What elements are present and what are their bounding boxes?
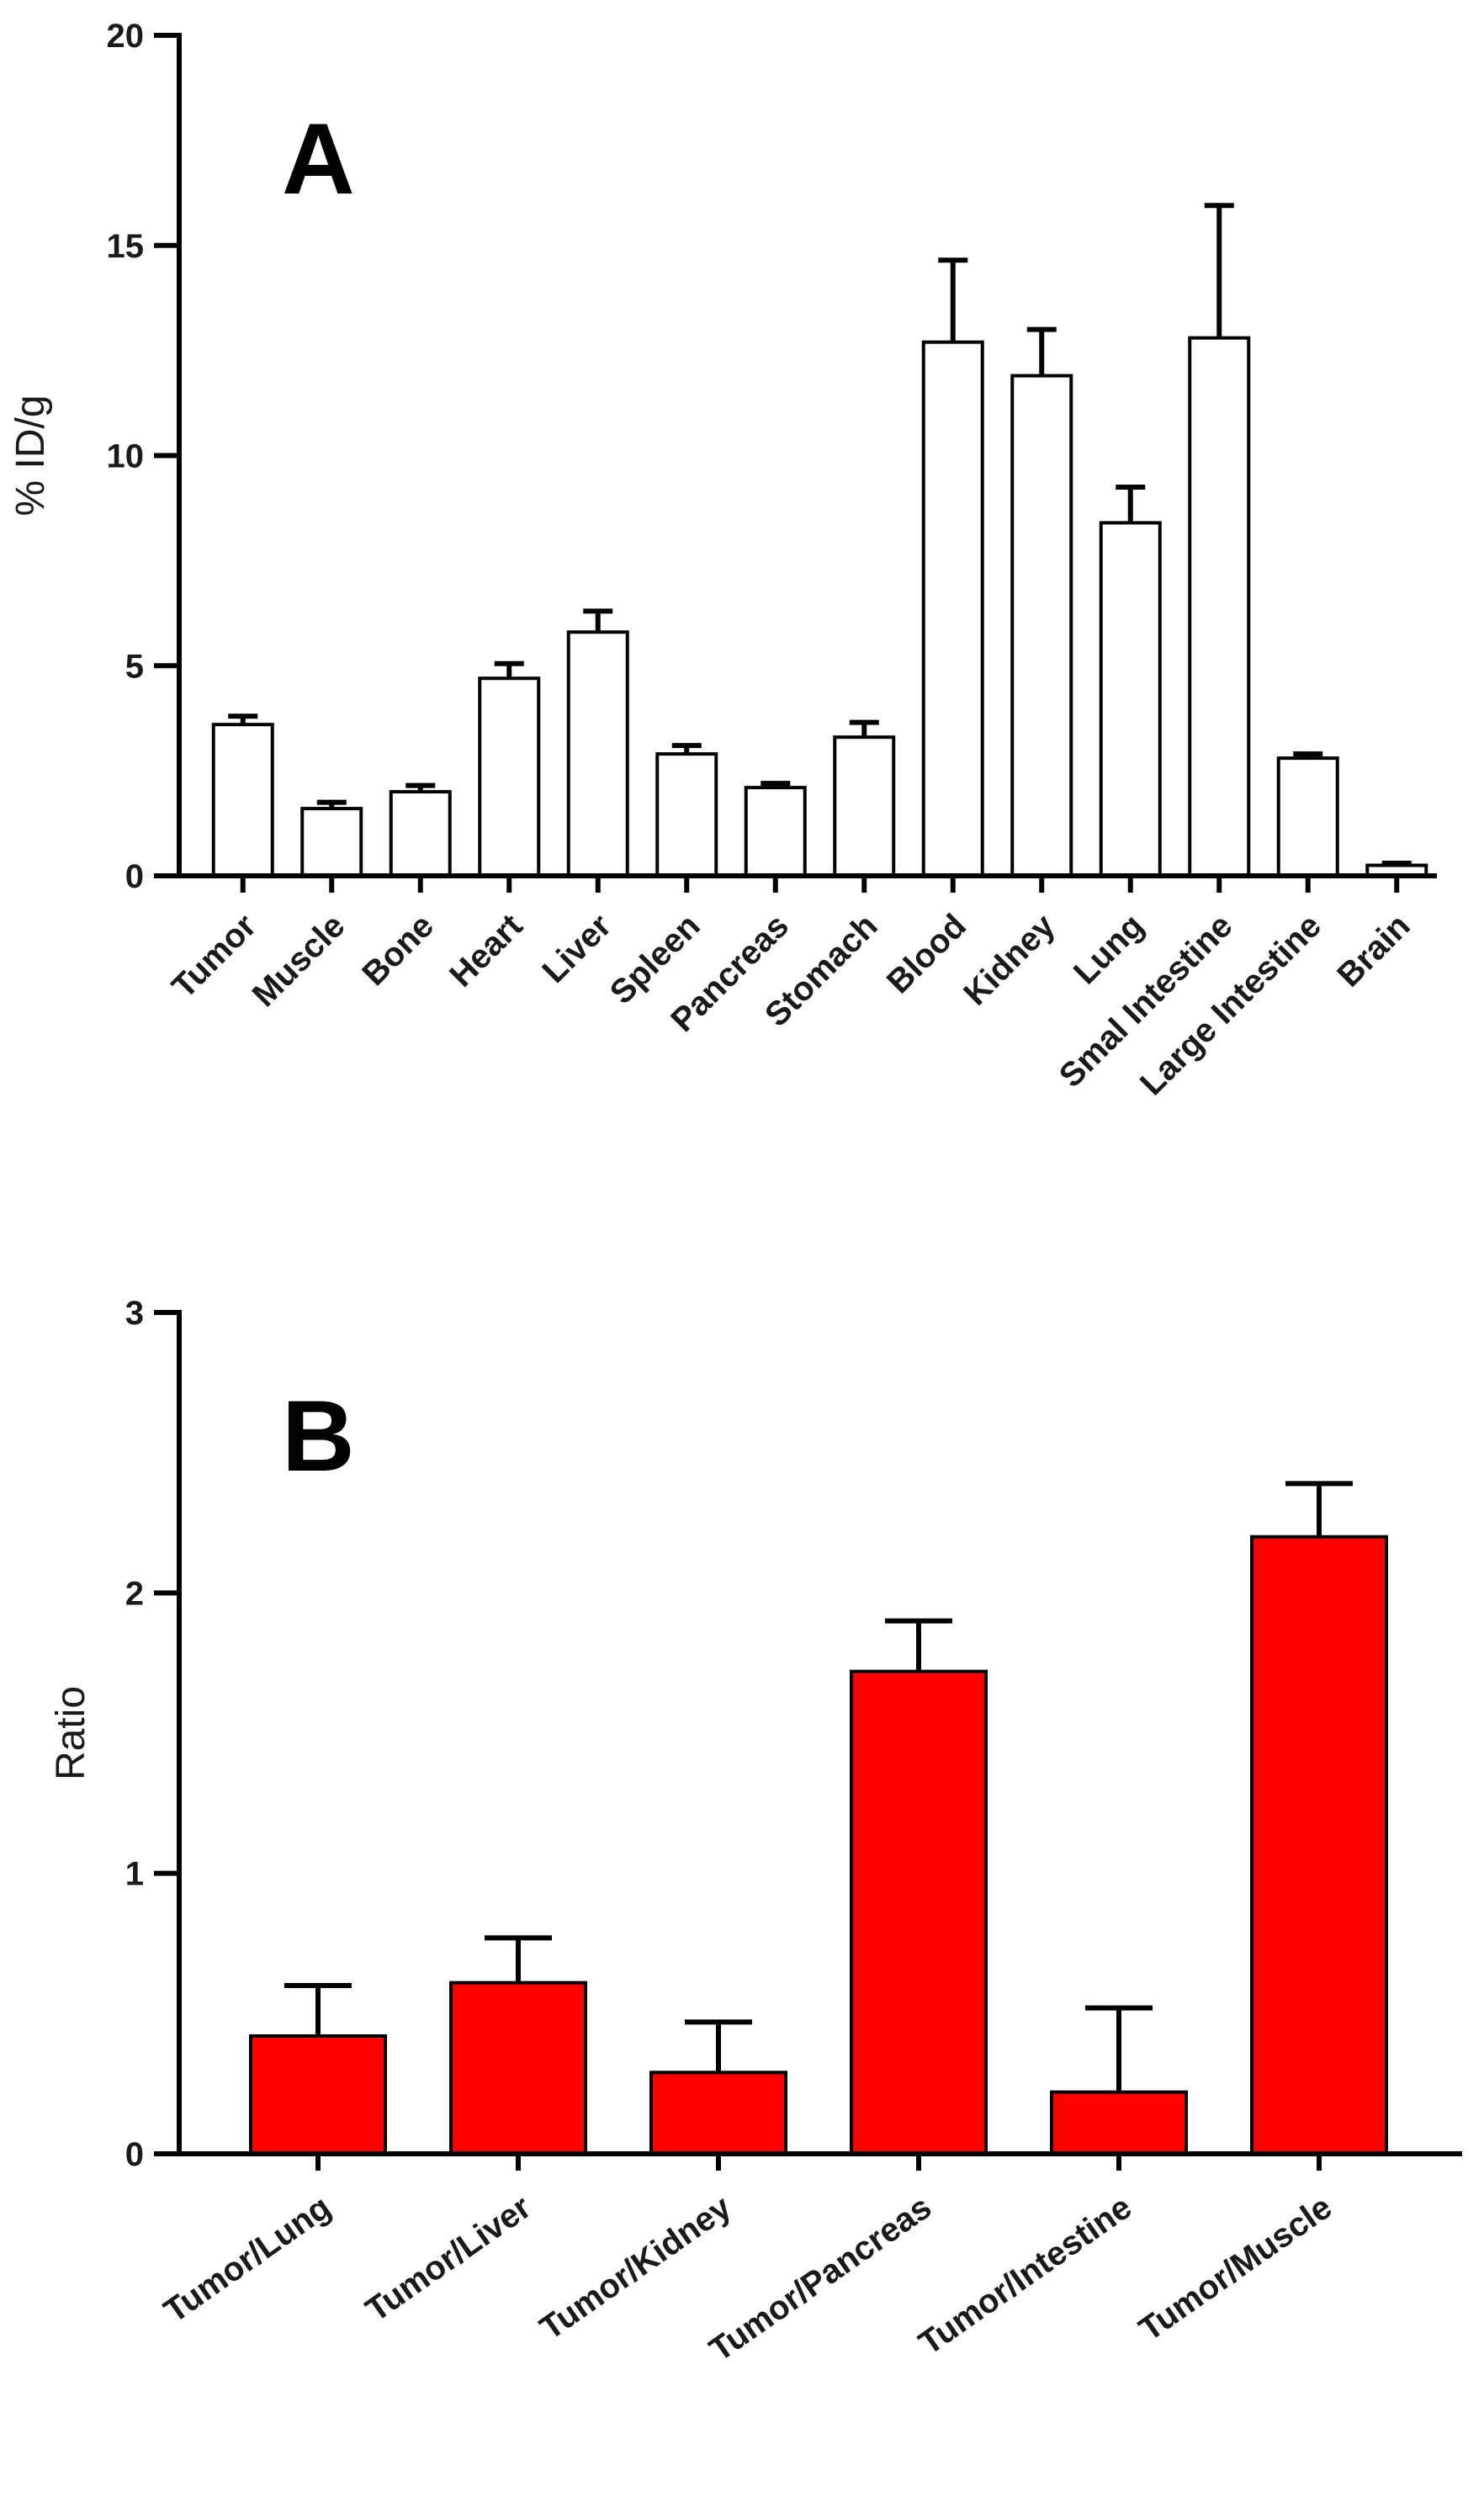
bar-tumor-lung bbox=[249, 2034, 387, 2155]
x-tick-label: Tumor/Pancreas bbox=[703, 2188, 939, 2368]
bar-pancreas bbox=[744, 786, 807, 878]
y-tick-label: 5 bbox=[125, 648, 144, 685]
bar-spleen bbox=[655, 752, 718, 878]
x-tick-label: Tumor/Liver bbox=[359, 2188, 538, 2329]
bar-liver bbox=[566, 630, 629, 878]
x-tick-label: Lung bbox=[1067, 907, 1151, 991]
x-tick-label: Heart bbox=[443, 907, 529, 994]
y-axis-title: % ID/g bbox=[8, 395, 53, 516]
bar-blood bbox=[921, 340, 984, 878]
bar-tumor-pancreas bbox=[850, 1669, 988, 2155]
x-tick-label: Kidney bbox=[957, 907, 1063, 1013]
bar-heart bbox=[478, 676, 541, 878]
x-tick-label: Bone bbox=[355, 907, 441, 993]
x-tick-label: Tumor/Intestine bbox=[913, 2188, 1139, 2362]
bar-kidney bbox=[1010, 374, 1073, 878]
y-tick-label: 2 bbox=[125, 1575, 144, 1612]
y-tick-label: 3 bbox=[125, 1295, 144, 1332]
bar-large-intestine bbox=[1276, 756, 1339, 878]
y-tick-label: 15 bbox=[107, 228, 145, 265]
bar-lung bbox=[1099, 521, 1162, 878]
bar-tumor-intestine bbox=[1050, 2090, 1188, 2156]
y-tick-label: 0 bbox=[125, 858, 144, 895]
panel-label: A bbox=[282, 103, 355, 215]
x-tick-label: Tumor/Kidney bbox=[533, 2188, 739, 2347]
bar-smal-intestine bbox=[1188, 336, 1251, 878]
y-tick-label: 0 bbox=[125, 2136, 144, 2173]
bar-stomach bbox=[833, 735, 896, 878]
x-tick-label: Tumor/Muscle bbox=[1132, 2188, 1338, 2348]
bar-tumor-muscle bbox=[1250, 1535, 1388, 2155]
bar-tumor bbox=[211, 723, 274, 878]
y-tick-label: 20 bbox=[107, 18, 145, 55]
x-tick-label: Liver bbox=[535, 907, 618, 990]
bar-muscle bbox=[300, 807, 363, 878]
y-axis-title: Ratio bbox=[49, 1686, 93, 1780]
panel-b-chart: Tumor/Lung Tumor/LiverTumor/KidneyTumor/P… bbox=[49, 1295, 1462, 2368]
x-tick-label: Brain bbox=[1330, 907, 1417, 994]
panel-label: B bbox=[282, 1380, 355, 1493]
bar-bone bbox=[389, 790, 452, 878]
x-tick-label: Muscle bbox=[246, 907, 352, 1014]
x-tick-label: Tumor/Lung bbox=[157, 2188, 337, 2330]
bar-tumor-kidney bbox=[649, 2071, 787, 2155]
bar-tumor-liver bbox=[449, 1980, 587, 2156]
y-tick-label: 10 bbox=[107, 438, 145, 475]
y-tick-label: 1 bbox=[125, 1856, 144, 1893]
